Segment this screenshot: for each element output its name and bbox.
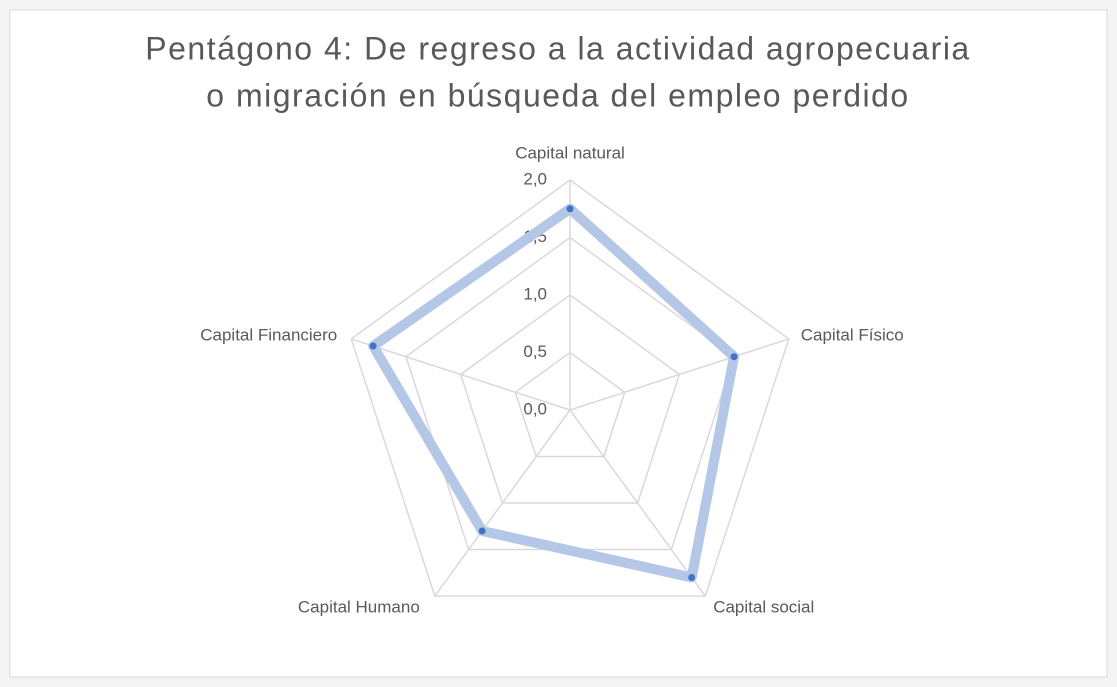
spoke bbox=[351, 338, 571, 411]
category-label: Capital Físico bbox=[801, 325, 904, 344]
r-tick-label: 2,0 bbox=[523, 169, 547, 188]
spoke bbox=[434, 409, 571, 597]
marker bbox=[688, 573, 696, 581]
marker bbox=[478, 527, 486, 535]
marker bbox=[566, 205, 574, 213]
category-label: Capital Humano bbox=[298, 598, 420, 617]
r-tick-label: 0,0 bbox=[523, 399, 547, 418]
r-tick-label: 0,5 bbox=[523, 342, 547, 361]
marker bbox=[730, 353, 738, 361]
category-label: Capital Financiero bbox=[200, 325, 337, 344]
spoke bbox=[569, 409, 706, 597]
series-line bbox=[368, 203, 740, 583]
chart-title: Pentágono 4: De regreso a la actividad a… bbox=[145, 30, 970, 66]
marker bbox=[369, 342, 377, 350]
r-tick-label: 1,0 bbox=[523, 284, 547, 303]
grid-ring bbox=[514, 351, 626, 458]
chart-area bbox=[9, 9, 1108, 678]
category-label: Capital natural bbox=[515, 143, 625, 162]
grid-ring bbox=[350, 179, 790, 597]
spoke bbox=[569, 338, 789, 411]
grid-ring bbox=[459, 294, 681, 504]
category-label: Capital social bbox=[713, 598, 814, 617]
chart-title: o migración en búsqueda del empleo perdi… bbox=[206, 77, 909, 113]
